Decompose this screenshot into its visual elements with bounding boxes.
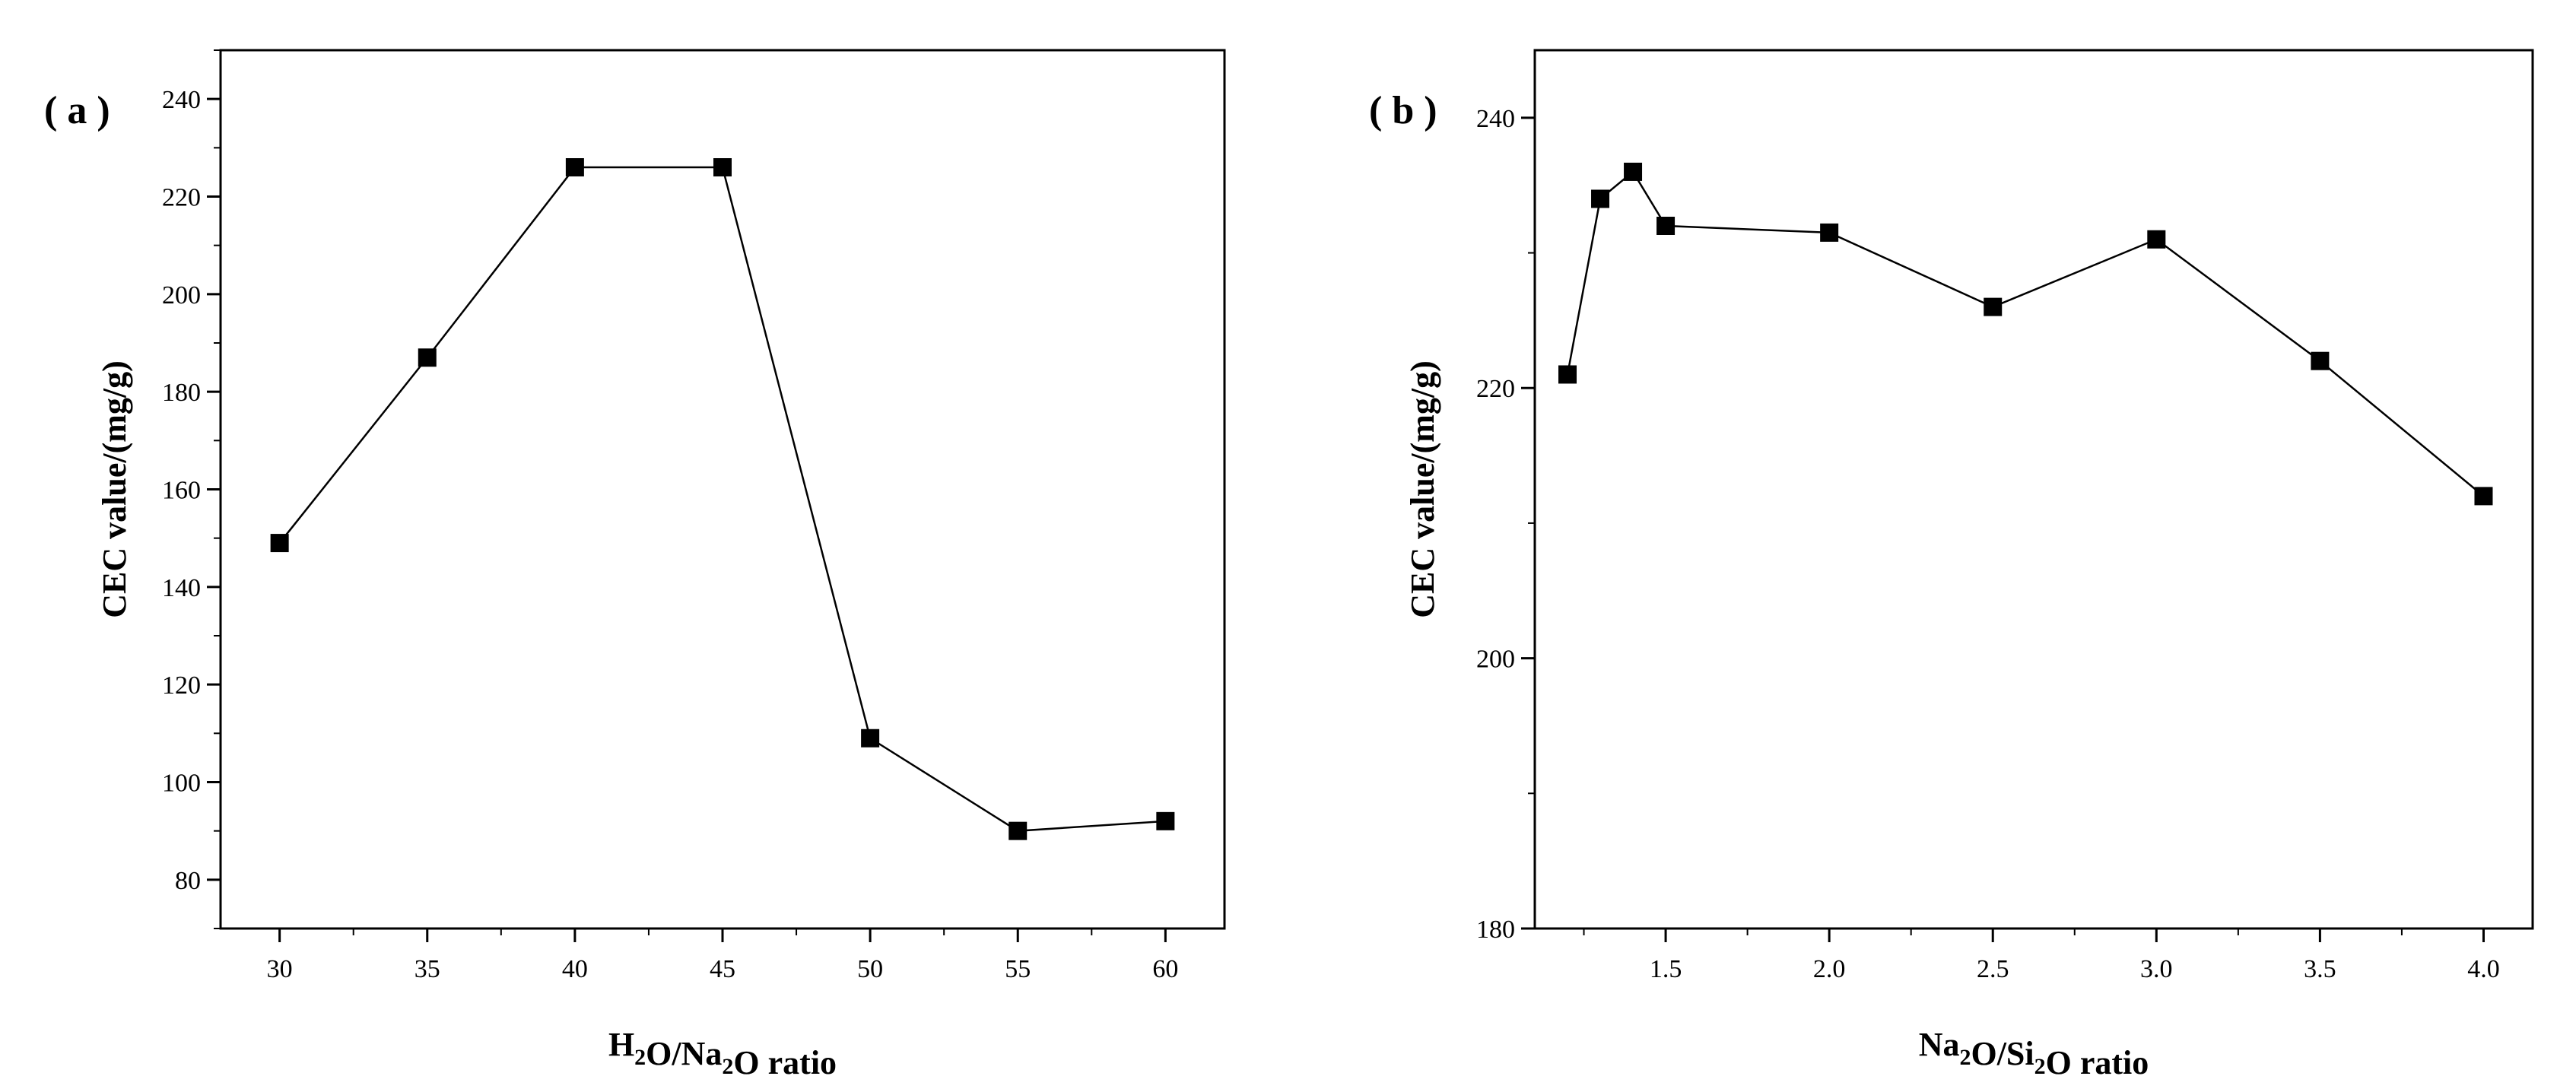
panel-a-y-tick-label: 80 <box>175 867 201 895</box>
panel-b-data-point <box>1624 162 1643 181</box>
panel-b-series-line <box>1566 170 2485 497</box>
panel-a-y-tick-label: 200 <box>162 281 201 310</box>
panel-a-y-tick-label: 140 <box>162 574 201 602</box>
panel-a-data-point <box>270 534 289 553</box>
panel-b-data-point <box>1820 223 1839 242</box>
panel-a-y-tick-label: 220 <box>162 184 201 212</box>
panel-a-data-point <box>565 158 584 176</box>
panel-b-data-point <box>1984 297 2003 316</box>
panel-b-y-tick-label: 200 <box>1476 646 1515 674</box>
panel-a-x-axis-title: H2O/Na2O ratio <box>608 1026 837 1081</box>
panel-b-y-tick-label: 220 <box>1476 375 1515 403</box>
panel-a-y-tick-label: 120 <box>162 671 201 700</box>
panel-a-data-point <box>418 348 437 367</box>
panel-b-x-tick-label: 3.5 <box>2304 955 2336 983</box>
panel-b-x-tick-label: 3.0 <box>2140 955 2173 983</box>
panel-b-x-tick-label: 2.0 <box>1813 955 1846 983</box>
panel-b-x-tick-label: 1.5 <box>1650 955 1682 983</box>
panel-b-x-tick-label: 2.5 <box>1977 955 2009 983</box>
panel-b-data-point <box>2311 351 2330 370</box>
panel-a-x-tick-label: 35 <box>415 955 440 983</box>
panel-a-y-tick-label: 180 <box>162 379 201 407</box>
panel-b: 1.5 2.0 2.5 3.0 3.5 4.0 180 200 220 240 CEC value/… <box>1369 49 2534 1081</box>
panel-a-x-tick-label: 50 <box>857 955 883 983</box>
panel-b-y-tick-label: 240 <box>1476 105 1515 133</box>
panel-b-x-axis-title: Na2O/Si2O ratio <box>1919 1026 2149 1081</box>
panel-b-x-tick-label: 4.0 <box>2467 955 2500 983</box>
panel-b-data-point <box>1591 189 1610 208</box>
panel-b-plot-frame <box>1533 49 2534 930</box>
panel-a-x-tick-label: 60 <box>1152 955 1178 983</box>
panel-a-data-point <box>713 158 732 176</box>
panel-b-data-point <box>1558 365 1577 384</box>
panel-a-y-tick-label: 100 <box>162 770 201 798</box>
panel-b-y-tick-label: 180 <box>1476 916 1515 944</box>
panel-b-y-axis-title: CEC value/(mg/g) <box>1404 360 1441 618</box>
panel-a-plot-frame <box>219 49 1226 930</box>
panel-a-data-point <box>1008 821 1028 840</box>
panel-a-series-line <box>278 166 1166 832</box>
panel-a: 30 35 40 45 50 55 60 80 100 120 140 160 180 200 220 240… <box>44 49 1226 1081</box>
panel-b-data-point <box>2474 487 2493 506</box>
panel-a-y-axis-title: CEC value/(mg/g) <box>96 360 133 618</box>
panel-b-data-point <box>2147 230 2166 249</box>
panel-a-x-tick-label: 30 <box>267 955 293 983</box>
panel-a-x-tick-label: 40 <box>562 955 588 983</box>
panel-b-label: ( b ) <box>1369 89 1437 132</box>
panel-a-x-tick-label: 45 <box>710 955 735 983</box>
panel-a-y-tick-label: 160 <box>162 477 201 505</box>
panel-b-data-point <box>1656 217 1676 235</box>
panel-a-x-tick-label: 55 <box>1005 955 1031 983</box>
panel-a-label: ( a ) <box>44 89 110 132</box>
panel-a-y-tick-label: 240 <box>162 86 201 114</box>
panel-a-data-point <box>861 729 880 748</box>
panel-a-data-point <box>1156 811 1175 830</box>
